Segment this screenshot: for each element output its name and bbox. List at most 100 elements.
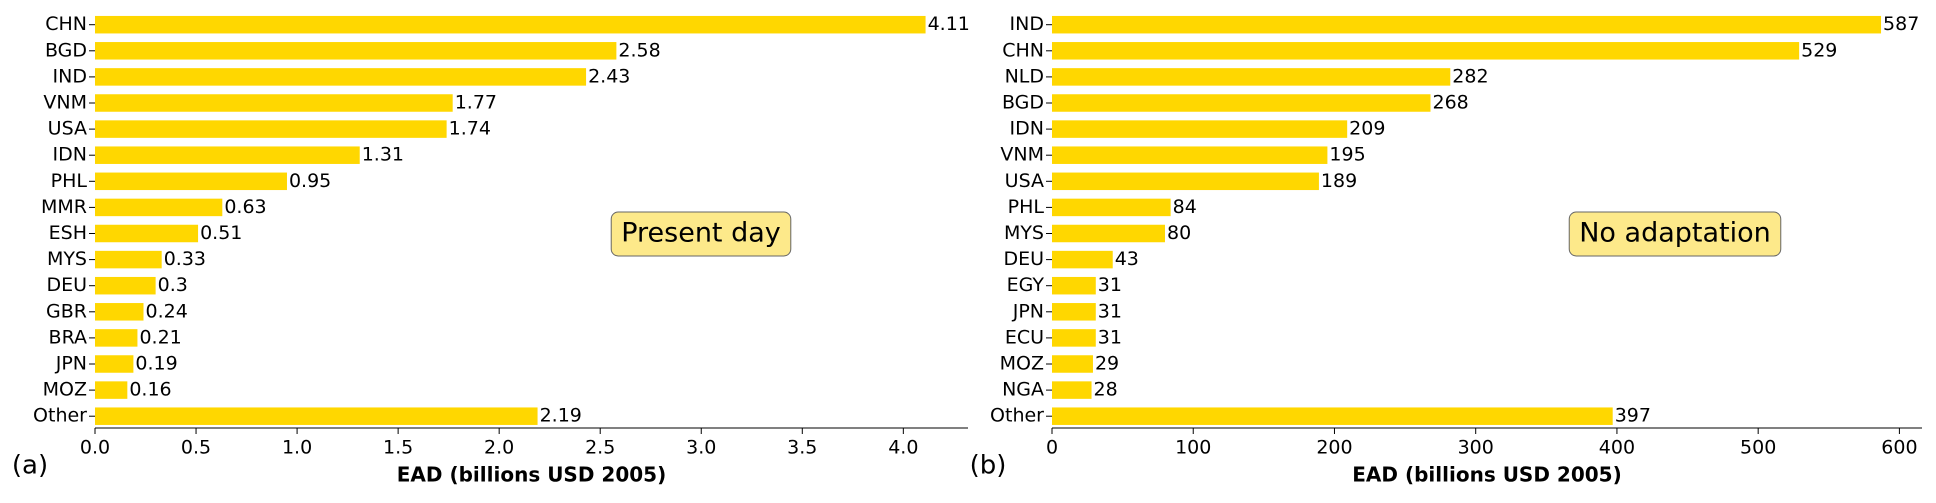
annotation: No adaptation [1579, 218, 1771, 249]
x-tick-label: 4.0 [888, 437, 918, 459]
value-label: 80 [1167, 222, 1191, 244]
y-tick-label: USA [48, 118, 87, 140]
value-label: 282 [1452, 65, 1488, 87]
value-label: 0.33 [164, 248, 206, 270]
x-tick-label: 0.5 [181, 437, 211, 459]
value-label: 1.74 [449, 118, 491, 140]
bar [95, 381, 128, 399]
value-label: 31 [1098, 300, 1122, 322]
x-tick-label: 1.5 [383, 437, 413, 459]
value-label: 268 [1433, 92, 1469, 114]
y-tick-label: JPN [1012, 300, 1044, 322]
panel-label: (a) [12, 451, 48, 481]
bar [1052, 42, 1800, 60]
x-tick-label: 300 [1458, 437, 1494, 459]
value-label: 2.43 [588, 65, 630, 87]
bar [95, 276, 156, 295]
bar [95, 146, 360, 164]
value-label: 31 [1098, 326, 1122, 348]
bar [1052, 172, 1319, 191]
bar [1052, 15, 1882, 34]
bar [95, 303, 144, 321]
y-tick-label: CHN [1002, 39, 1044, 61]
y-tick-label: ECU [1005, 326, 1044, 348]
y-tick-label: DEU [1003, 248, 1044, 270]
y-tick-label: MOZ [43, 379, 87, 401]
y-tick-label: NLD [1005, 65, 1044, 87]
annotation-box [1568, 211, 1782, 257]
x-tick-label: 600 [1881, 437, 1917, 459]
y-tick-label: MMR [41, 196, 87, 218]
value-label: 529 [1801, 39, 1837, 61]
x-tick-label: 2.0 [484, 437, 514, 459]
value-label: 0.63 [224, 196, 266, 218]
y-tick-label: IDN [53, 144, 87, 166]
x-tick-label: 400 [1599, 437, 1635, 459]
bar [95, 407, 538, 425]
bar [1052, 198, 1171, 217]
bar [95, 355, 134, 373]
value-label: 4.11 [928, 13, 970, 35]
y-tick-label: MOZ [1000, 353, 1044, 375]
y-tick-label: USA [1005, 170, 1044, 192]
y-tick-label: Other [990, 405, 1044, 427]
value-label: 1.77 [455, 92, 497, 114]
bar [1052, 120, 1348, 138]
y-tick-label: GBR [46, 300, 87, 322]
bar [1052, 224, 1165, 243]
y-tick-label: DEU [46, 274, 87, 296]
value-label: 84 [1173, 196, 1197, 218]
y-tick-label: JPN [55, 353, 87, 375]
bar [1052, 276, 1096, 295]
value-label: 0.21 [139, 326, 181, 348]
annotation-box [610, 211, 792, 257]
bar [1052, 68, 1451, 86]
y-tick-label: IDN [1010, 118, 1044, 140]
y-tick-label: PHL [1008, 196, 1045, 218]
bar [1052, 329, 1096, 347]
bar [95, 224, 199, 243]
x-tick-label: 3.5 [787, 437, 817, 459]
bar [1052, 146, 1328, 164]
x-tick-label: 2.5 [585, 437, 615, 459]
bar [95, 68, 587, 86]
y-tick-label: NGA [1002, 379, 1044, 401]
y-tick-label: VNM [43, 92, 87, 114]
panel-label: (b) [970, 451, 1007, 481]
value-label: 28 [1094, 379, 1118, 401]
y-tick-label: MYS [47, 248, 87, 270]
value-label: 397 [1615, 405, 1651, 427]
value-label: 2.19 [540, 405, 582, 427]
x-tick-label: 100 [1175, 437, 1211, 459]
value-label: 189 [1321, 170, 1357, 192]
value-label: 31 [1098, 274, 1122, 296]
value-label: 0.19 [135, 353, 177, 375]
y-tick-label: VNM [1000, 144, 1044, 166]
annotation: Present day [621, 218, 781, 249]
bar [95, 250, 162, 269]
bar [95, 94, 453, 112]
bar [1052, 94, 1431, 112]
value-label: 587 [1883, 13, 1919, 35]
bar [1052, 355, 1093, 373]
x-tick-label: 200 [1316, 437, 1352, 459]
y-tick-label: CHN [45, 13, 87, 35]
x-axis-label: EAD (billions USD 2005) [397, 463, 666, 487]
x-axis-label: EAD (billions USD 2005) [1352, 463, 1621, 487]
y-tick-label: BGD [1002, 92, 1044, 114]
value-label: 0.95 [289, 170, 331, 192]
x-tick-label: 3.0 [686, 437, 716, 459]
y-tick-label: BGD [45, 39, 87, 61]
bar [1052, 303, 1096, 321]
value-label: 2.58 [618, 39, 660, 61]
y-tick-label: IND [53, 65, 87, 87]
bar [95, 42, 617, 60]
bar [1052, 250, 1113, 269]
x-tick-label: 0 [1046, 437, 1058, 459]
value-label: 43 [1115, 248, 1139, 270]
bar [95, 120, 447, 138]
value-label: 0.3 [158, 274, 188, 296]
value-label: 1.31 [362, 144, 404, 166]
bar [95, 329, 138, 347]
